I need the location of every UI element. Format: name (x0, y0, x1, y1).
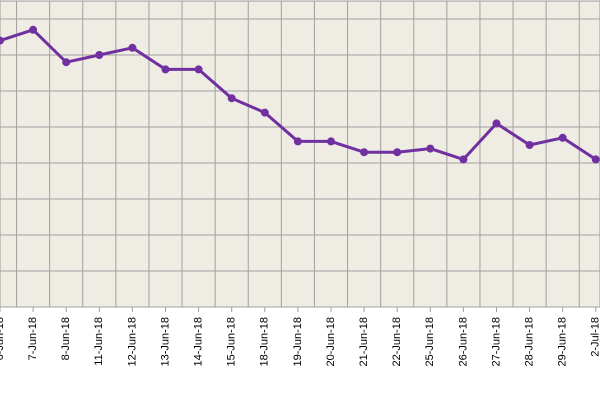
point (128, 43, 137, 52)
x-tick-label: 22-Jun-18 (391, 317, 403, 367)
x-tick-label: 13-Jun-18 (159, 317, 171, 367)
x-tick-label: 26-Jun-18 (457, 317, 469, 367)
point (525, 141, 534, 149)
x-tick-label: 12-Jun-18 (126, 317, 138, 367)
point (492, 119, 501, 128)
point (194, 65, 203, 74)
point (558, 133, 567, 142)
x-tick-label: 20-Jun-18 (325, 317, 337, 367)
x-tick-label: 25-Jun-18 (424, 317, 436, 367)
x-tick-label: 14-Jun-18 (193, 317, 205, 367)
point (591, 155, 600, 164)
point (459, 155, 468, 164)
x-tick-label: 6-Jun-18 (0, 317, 6, 360)
point (360, 148, 369, 157)
point (29, 25, 38, 34)
plot-area (0, 0, 600, 308)
point (426, 144, 435, 153)
x-tick-label: 27-Jun-18 (490, 317, 502, 367)
x-tick-label: 11-Jun-18 (93, 317, 105, 366)
point (293, 137, 302, 146)
point (227, 94, 236, 103)
point (95, 51, 104, 59)
point (62, 58, 71, 67)
x-tick-label: 29-Jun-18 (557, 317, 569, 367)
x-tick-label: 21-Jun-18 (358, 317, 370, 367)
x-tick-label: 18-Jun-18 (259, 317, 271, 367)
x-tick-label: 7-Jun-18 (27, 317, 39, 360)
point (327, 137, 335, 146)
x-tick-label: 8-Jun-18 (60, 317, 72, 360)
point (161, 65, 170, 74)
x-tick-label: 15-Jun-18 (226, 317, 238, 367)
x-tick-label: 2-Jul-18 (590, 317, 600, 357)
x-tick-label: 19-Jun-18 (292, 317, 304, 367)
point (260, 108, 269, 117)
x-tick-label: 28-Jun-18 (524, 317, 536, 367)
point (393, 148, 402, 157)
point (0, 36, 4, 45)
